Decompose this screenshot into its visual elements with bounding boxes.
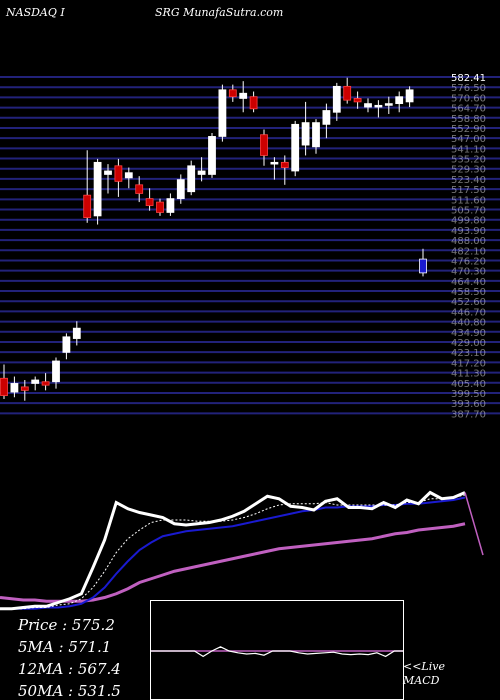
candle-body: [312, 122, 320, 148]
price-tick-label: 482.10: [451, 246, 486, 257]
price-tick-label: 505.70: [451, 206, 486, 217]
candle-body: [72, 327, 81, 339]
candle-body: [145, 198, 154, 206]
price-tick-label: 582.41: [451, 73, 486, 84]
price-tick-label: 464.40: [451, 277, 486, 288]
price-tick-label: 417.20: [451, 358, 486, 369]
candle-body: [62, 336, 71, 353]
candle-body: [405, 89, 414, 103]
ma50-stat: 50MA : 531.5: [18, 682, 121, 700]
price-tick-label: 529.30: [451, 165, 486, 176]
price-tick-label: 423.10: [451, 348, 486, 359]
candle-body: [260, 134, 268, 156]
price-tick-label: 470.30: [451, 267, 486, 278]
price-tick-label: 541.10: [451, 144, 486, 155]
ma12-line: [0, 496, 466, 610]
macd-panel: [150, 600, 404, 700]
candle-body: [0, 377, 8, 396]
live-macd-label[interactable]: <<Live MACD: [403, 660, 445, 688]
candle-body: [135, 184, 144, 194]
stats-panel: Price : 575.2 5MA : 571.1 12MA : 567.4 5…: [18, 614, 121, 700]
ma5-line: [0, 494, 466, 610]
price-line: [0, 490, 466, 611]
price-tick-label: 452.60: [451, 297, 486, 308]
macd-line: [151, 646, 403, 658]
price-tick-label: 552.90: [451, 124, 486, 135]
price-tick-label: 399.50: [451, 389, 486, 400]
candle-body: [93, 161, 102, 217]
candle-body: [52, 360, 60, 383]
price-tick-label: 499.80: [451, 216, 486, 227]
ma12-stat: 12MA : 567.4: [18, 660, 121, 678]
price-tick-label: 393.60: [451, 399, 486, 410]
candle-body: [291, 123, 300, 172]
price-tick-label: 547.00: [451, 134, 486, 145]
price-tick-label: 570.60: [451, 93, 486, 104]
candle-body: [166, 198, 175, 213]
candle-body: [10, 383, 19, 393]
candle-body: [114, 165, 123, 182]
candle-body: [228, 89, 237, 98]
price-tick-label: 517.50: [451, 185, 486, 196]
candle-body: [322, 110, 331, 125]
candle-body: [374, 104, 383, 108]
ma50-line: [0, 522, 466, 603]
ma5-stat: 5MA : 571.1: [18, 638, 112, 656]
live-label: <<Live: [403, 660, 445, 673]
candle-body: [124, 172, 133, 179]
price-tick-label: 576.50: [451, 83, 486, 94]
macd-label: MACD: [403, 674, 440, 687]
header-right: SRG MunafaSutra.com: [155, 6, 284, 19]
macd-chart: [151, 646, 403, 658]
price-tick-label: 564.70: [451, 104, 486, 115]
price-tick-label: 493.90: [451, 226, 486, 237]
candle-body: [395, 96, 404, 105]
candle-body: [419, 258, 427, 274]
price-tick-label: 523.40: [451, 175, 486, 186]
candle-body: [187, 165, 196, 193]
candle-body: [176, 179, 185, 200]
price-tick-label: 429.00: [451, 338, 486, 349]
candle-body: [197, 170, 206, 175]
price-drop-line: [464, 492, 484, 556]
candle-body: [31, 379, 40, 384]
candle-body: [270, 161, 279, 165]
candle-body: [156, 201, 164, 213]
price-tick-label: 440.80: [451, 318, 486, 329]
price-tick-label: 411.30: [451, 369, 486, 380]
candle-body: [104, 170, 112, 175]
candle-body: [343, 85, 352, 101]
candle-body: [20, 386, 29, 391]
candle-body: [239, 92, 248, 99]
candle-body: [41, 381, 50, 386]
candle-body: [384, 103, 393, 106]
candle-body: [364, 103, 372, 108]
price-tick-label: 511.60: [451, 195, 486, 206]
candle-body: [208, 136, 216, 175]
candle-body: [353, 98, 362, 103]
price-chart: 582.41576.50570.60564.70558.80552.90547.…: [0, 73, 500, 420]
price-tick-label: 488.00: [451, 236, 486, 247]
header-left: NASDAQ I: [6, 6, 65, 19]
candle-body: [301, 122, 310, 146]
price-tick-label: 434.90: [451, 328, 486, 339]
candle-body: [218, 89, 227, 137]
candle-body: [332, 85, 341, 113]
price-tick-label: 446.70: [451, 307, 486, 318]
price-stat: Price : 575.2: [18, 616, 115, 634]
price-tick-label: 387.70: [451, 409, 486, 420]
price-tick-label: 535.20: [451, 155, 486, 166]
candle-body: [83, 194, 92, 219]
price-tick-label: 458.50: [451, 287, 486, 298]
candle-body: [280, 161, 289, 168]
price-tick-label: 558.80: [451, 114, 486, 125]
price-tick-label: 405.40: [451, 379, 486, 390]
candle-body: [249, 96, 258, 110]
price-tick-label: 476.20: [451, 256, 486, 267]
